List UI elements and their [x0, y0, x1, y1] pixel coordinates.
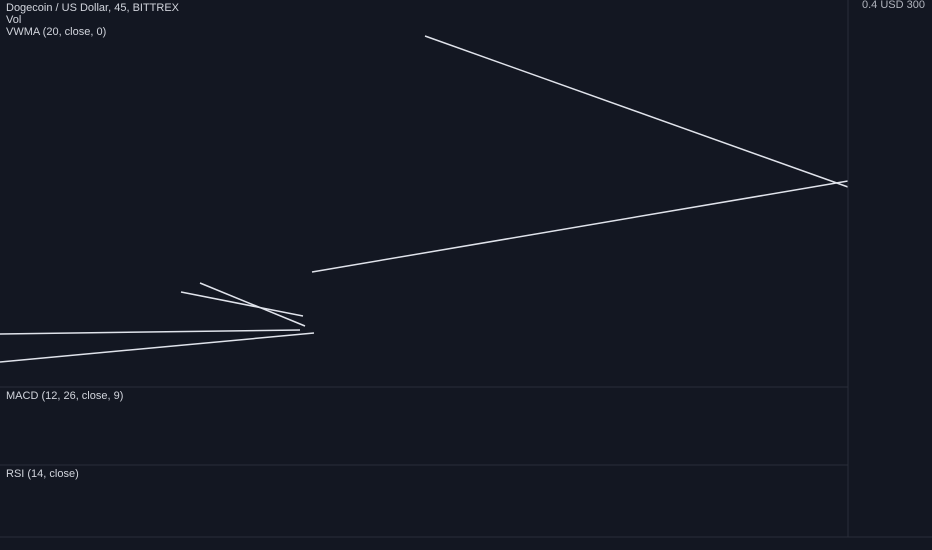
- rsi-label: RSI (14, close): [6, 468, 79, 480]
- vwma-label: VWMA (20, close, 0): [6, 26, 106, 38]
- channel-line: [0, 332, 315, 363]
- volume-label: Vol: [6, 14, 21, 26]
- macd-label: MACD (12, 26, close, 9): [6, 390, 123, 402]
- trend-line: [311, 180, 849, 273]
- trend-line: [424, 35, 849, 188]
- drawings: [0, 35, 849, 363]
- symbol-title: Dogecoin / US Dollar, 45, BITTREX: [6, 2, 180, 14]
- currency-label: 0.4 USD 300: [862, 0, 925, 11]
- channel-line: [0, 329, 301, 335]
- flag-line: [180, 291, 304, 317]
- flag-line: [199, 282, 306, 327]
